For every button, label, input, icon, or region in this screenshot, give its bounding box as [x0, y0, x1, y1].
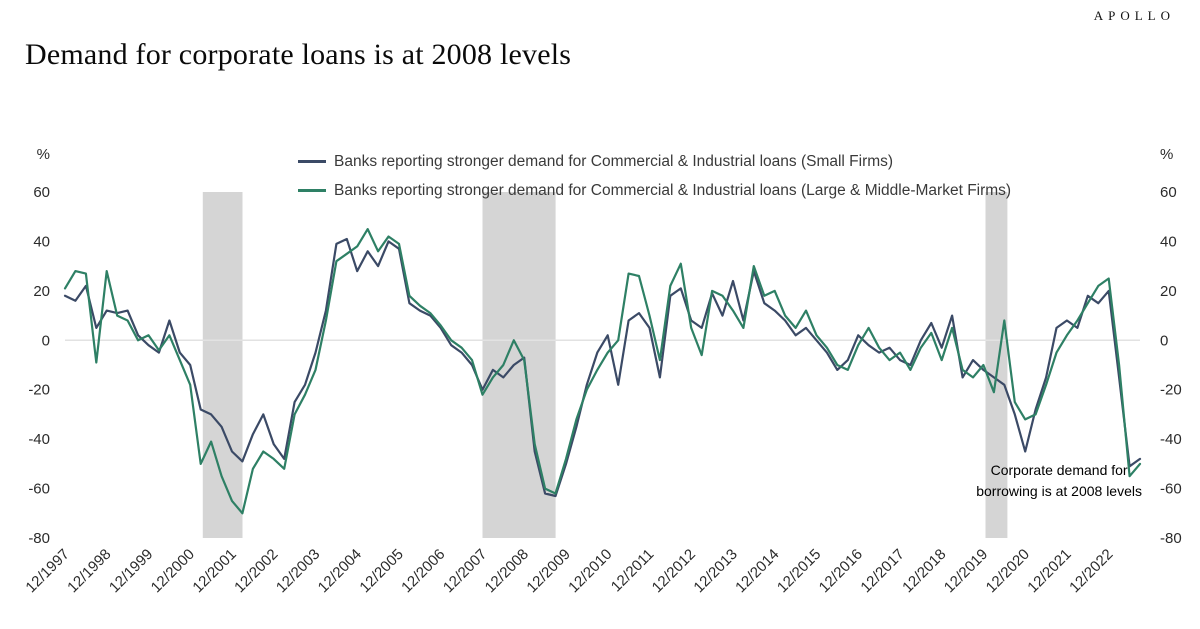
x-tick-label: 12/2021 [1024, 546, 1074, 596]
y-tick-label-left: 20 [33, 283, 50, 300]
x-tick-label: 12/2015 [774, 546, 824, 596]
apollo-logo: APOLLO [1093, 8, 1175, 23]
x-tick-label: 12/2019 [941, 546, 991, 596]
x-tick-label: 12/2022 [1066, 546, 1116, 596]
legend-item-large-firms: Banks reporting stronger demand for Comm… [298, 176, 1011, 205]
x-tick-label: 12/2009 [523, 546, 573, 596]
y-tick-label-left: 60 [33, 184, 50, 201]
chart-annotation: Corporate demand for borrowing is at 200… [976, 460, 1142, 502]
page-title: Demand for corporate loans is at 2008 le… [25, 38, 572, 71]
y-tick-label-right: 60 [1160, 184, 1177, 201]
x-tick-label: 12/2008 [482, 546, 532, 596]
x-tick-label: 12/2002 [231, 546, 281, 596]
recession-band [985, 192, 1008, 538]
y-axis-unit-left: % [36, 146, 50, 163]
y-tick-label-right: -80 [1160, 530, 1182, 547]
x-tick-label: 12/1997 [22, 546, 72, 596]
annotation-line-1: Corporate demand for [990, 462, 1128, 478]
x-tick-label: 12/2014 [732, 546, 782, 596]
y-tick-label-left: 0 [42, 332, 50, 349]
recession-band [202, 192, 243, 538]
x-tick-label: 12/2013 [690, 546, 740, 596]
legend-item-small-firms: Banks reporting stronger demand for Comm… [298, 147, 1011, 176]
x-tick-label: 12/2007 [440, 546, 490, 596]
x-tick-label: 12/2017 [857, 546, 907, 596]
y-tick-label-right: 0 [1160, 332, 1168, 349]
y-axis-unit-right: % [1160, 146, 1174, 163]
series-line-1 [63, 228, 1142, 515]
y-tick-label-right: 20 [1160, 283, 1177, 300]
y-tick-label-left: -60 [28, 481, 50, 498]
line-swatch-small-firms [298, 160, 326, 163]
annotation-line-2: borrowing is at 2008 levels [976, 483, 1142, 499]
x-tick-label: 12/2006 [398, 546, 448, 596]
y-tick-label-right: -40 [1160, 431, 1182, 448]
x-tick-label: 12/2016 [816, 546, 866, 596]
x-tick-label: 12/2012 [649, 546, 699, 596]
y-tick-label-left: -20 [28, 382, 50, 399]
x-tick-label: 12/2005 [356, 546, 406, 596]
x-tick-label: 12/2003 [273, 546, 323, 596]
x-tick-label: 12/2020 [983, 546, 1033, 596]
legend-label-small-firms: Banks reporting stronger demand for Comm… [334, 152, 894, 170]
x-tick-label: 12/2000 [148, 546, 198, 596]
x-tick-label: 12/2011 [608, 546, 658, 596]
y-tick-label-left: -40 [28, 431, 50, 448]
line-swatch-large-firms [298, 189, 326, 192]
x-tick-label: 12/2018 [899, 546, 949, 596]
y-tick-label-right: -20 [1160, 382, 1182, 399]
x-tick-label: 12/2001 [189, 546, 239, 596]
x-tick-label: 12/2010 [565, 546, 615, 596]
y-tick-label-left: -80 [28, 530, 50, 547]
y-tick-label-right: -60 [1160, 481, 1182, 498]
y-tick-label-right: 40 [1160, 233, 1177, 250]
x-tick-label: 12/1999 [106, 546, 156, 596]
x-tick-label: 12/1998 [64, 546, 114, 596]
chart-legend: Banks reporting stronger demand for Comm… [298, 147, 1011, 205]
x-tick-label: 12/2004 [315, 546, 365, 596]
y-tick-label-left: 40 [33, 233, 50, 250]
legend-label-large-firms: Banks reporting stronger demand for Comm… [334, 181, 1012, 199]
